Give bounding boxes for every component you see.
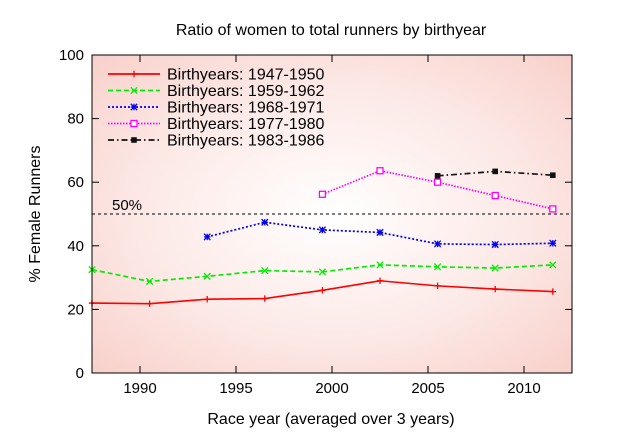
data-point-s3-2 — [261, 218, 269, 226]
data-point-s4-2 — [376, 167, 384, 175]
y-tick-label-5: 80 — [67, 111, 84, 128]
legend-label-2: Birthyears: 1959-1962 — [167, 83, 325, 100]
data-point-s3-3 — [318, 226, 327, 234]
data-point-s1-2 — [146, 300, 153, 307]
y-tick-label-2: 20 — [67, 301, 84, 318]
data-point-s3-7 — [549, 239, 557, 247]
x-tick-label-2: 1995 — [219, 380, 252, 397]
legend-marker-3 — [130, 103, 138, 111]
data-point-s4-5 — [549, 205, 557, 213]
data-point-s3-5 — [433, 240, 442, 248]
data-point-s3-1 — [203, 233, 211, 241]
data-point-s2-4 — [261, 266, 269, 275]
legend-label-5: Birthyears: 1983-1986 — [167, 133, 325, 150]
legend-marker-5 — [131, 137, 137, 143]
data-point-s1-6 — [376, 277, 384, 284]
y-axis-title: % Female Runners — [27, 146, 44, 283]
legend-label-3: Birthyears: 1968-1971 — [167, 100, 325, 117]
data-point-s1-3 — [204, 296, 211, 303]
legend-marker-1 — [130, 70, 138, 78]
x-tick-label-5: 2010 — [507, 380, 540, 397]
data-point-s2-3 — [203, 272, 211, 280]
data-point-s4-4 — [491, 191, 499, 200]
data-point-s5-1 — [434, 173, 441, 179]
x-axis-title: Race year (averaged over 3 years) — [207, 411, 454, 428]
x-tick-label-1: 1990 — [123, 380, 156, 397]
data-point-s2-5 — [318, 268, 327, 276]
legend-label-1: Birthyears: 1947-1950 — [167, 67, 325, 84]
legend-marker-4 — [130, 119, 138, 128]
data-point-s1-4 — [261, 295, 268, 302]
y-tick-label-1: 0 — [76, 365, 84, 382]
data-point-s1-8 — [492, 285, 499, 293]
data-point-s2-2 — [145, 277, 154, 286]
legend-label-4: Birthyears: 1977-1980 — [167, 116, 325, 133]
data-point-s2-9 — [549, 261, 557, 269]
data-point-s5-3 — [550, 172, 556, 179]
data-point-s3-4 — [376, 228, 384, 237]
y-tick-label-6: 100 — [59, 47, 84, 64]
reference-line-label: 50% — [112, 197, 142, 214]
y-tick-label-3: 40 — [67, 238, 84, 255]
data-point-s1-9 — [549, 288, 556, 295]
data-point-s2-6 — [376, 261, 384, 269]
data-point-s1-7 — [434, 282, 441, 290]
data-point-s3-6 — [491, 240, 499, 249]
legend-marker-2 — [130, 86, 138, 95]
data-point-s5-2 — [492, 168, 498, 175]
x-tick-label-4: 2005 — [411, 380, 444, 397]
chart-title: Ratio of women to total runners by birth… — [176, 22, 487, 39]
data-point-s2-8 — [491, 264, 499, 272]
x-tick-label-3: 2000 — [315, 380, 348, 397]
data-point-s2-7 — [433, 263, 442, 271]
data-point-s4-1 — [318, 190, 327, 198]
data-point-s4-3 — [433, 178, 442, 186]
y-tick-label-4: 60 — [67, 174, 84, 191]
data-point-s1-5 — [319, 287, 326, 294]
